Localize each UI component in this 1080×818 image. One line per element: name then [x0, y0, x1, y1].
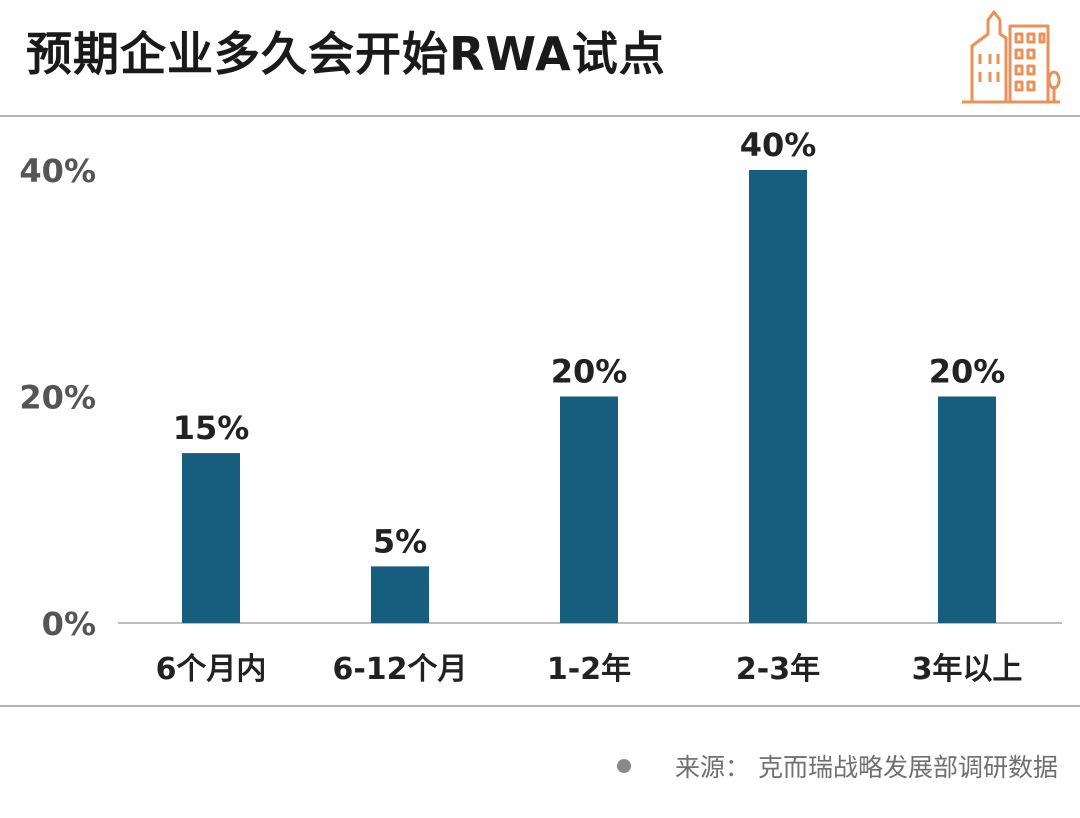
x-tick-label: 3年以上	[912, 652, 1023, 687]
bar-value-label: 20%	[929, 353, 1006, 391]
source-text: 来源： 克而瑞战略发展部调研数据	[675, 753, 1058, 782]
x-tick-label: 6个月内	[156, 652, 267, 687]
x-tick-label: 6-12个月	[332, 652, 467, 687]
y-tick-label: 0%	[42, 605, 96, 643]
x-tick-label: 1-2年	[547, 652, 631, 687]
y-tick-label: 40%	[19, 152, 96, 190]
x-tick-label: 2-3年	[736, 652, 820, 687]
bar	[938, 396, 996, 623]
bar-value-label: 40%	[740, 126, 817, 164]
bar	[749, 170, 807, 623]
city-buildings-icon	[962, 10, 1061, 104]
bar-value-label: 20%	[551, 353, 628, 391]
bar	[371, 566, 429, 623]
bullet-dot-icon	[617, 759, 632, 773]
header-divider	[0, 115, 1080, 117]
bar-value-label: 5%	[373, 522, 427, 560]
chart-title: 预期企业多久会开始RWA试点	[26, 27, 666, 81]
footer-divider	[0, 705, 1080, 707]
y-tick-label: 20%	[19, 379, 96, 417]
bar-value-label: 15%	[173, 409, 250, 447]
source-note: 来源： 克而瑞战略发展部调研数据	[617, 748, 1058, 784]
bar	[182, 453, 240, 623]
bar	[560, 396, 618, 623]
